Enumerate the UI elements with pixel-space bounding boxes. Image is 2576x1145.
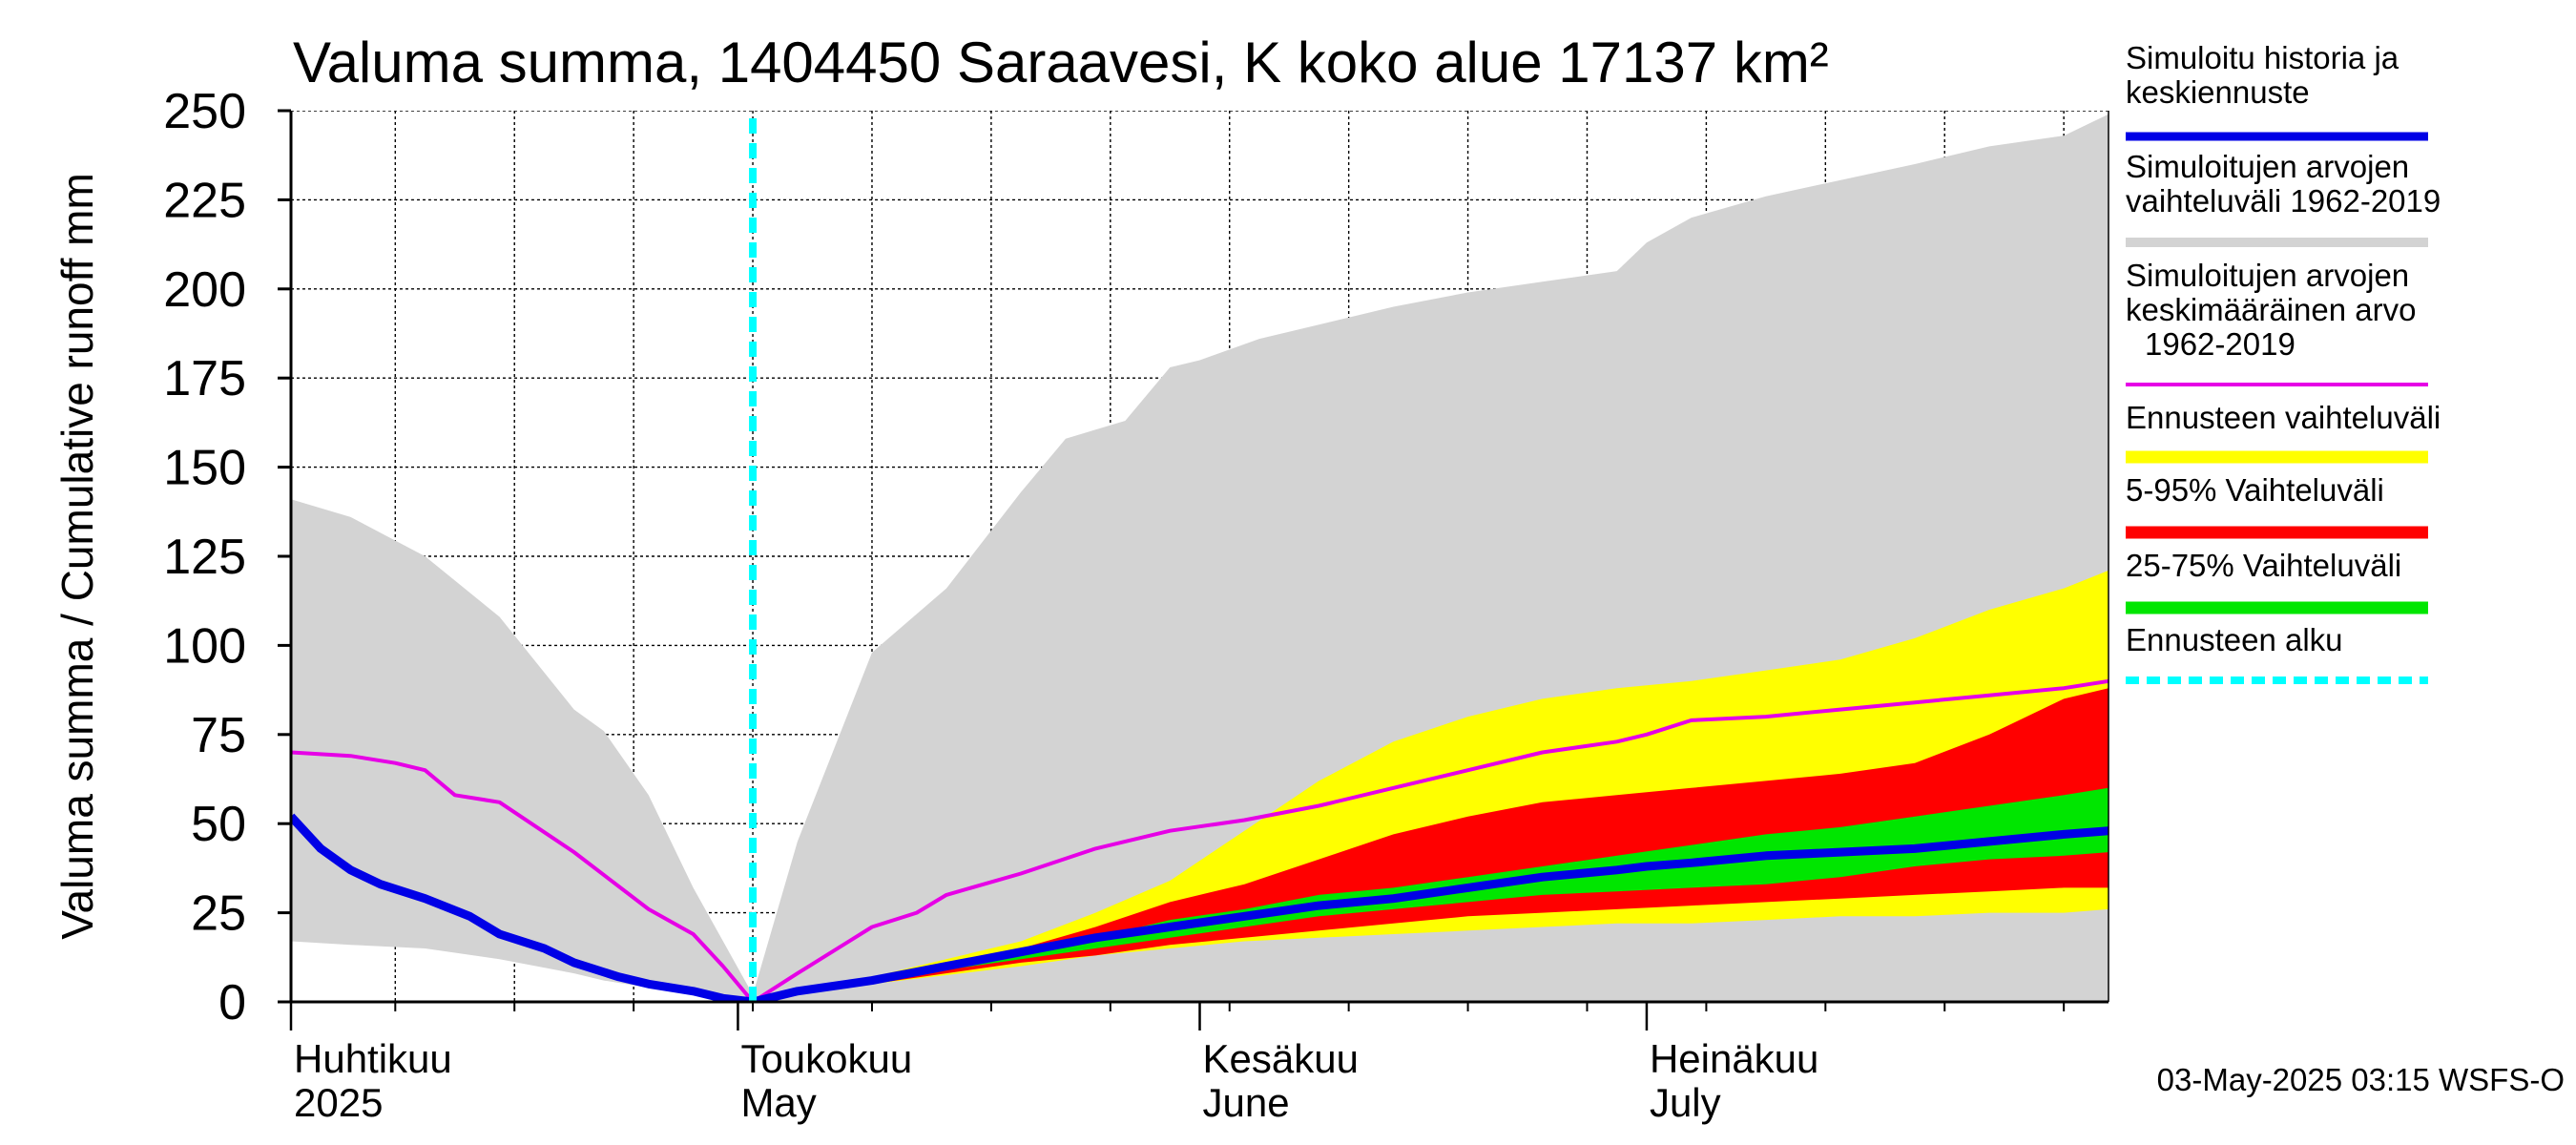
y-tick-label: 225	[163, 173, 246, 228]
footer-timestamp: 03-May-2025 03:15 WSFS-O	[2157, 1062, 2565, 1097]
axes: 0 25 50 75 100 125 150 175 200 225 250 Huhtikuu2025…	[163, 84, 2109, 1125]
legend-item: Simuloitujen arvojen vaihteluväli 1962-20…	[2126, 149, 2441, 247]
x-month-label: July	[1650, 1080, 1721, 1125]
y-tick-label: 75	[191, 708, 246, 763]
legend-item: Simuloitujen arvojen keskimääräinen arvo 1…	[2126, 258, 2428, 386]
y-tick-label: 25	[191, 886, 246, 942]
legend-label: 25-75% Vaihteluväli	[2126, 548, 2401, 583]
y-tick-label: 150	[163, 441, 246, 496]
legend-item: Simuloitu historia ja keskiennuste	[2126, 40, 2428, 141]
y-tick-label: 125	[163, 530, 246, 585]
legend-label: Ennusteen vaihteluväli	[2126, 400, 2441, 435]
y-tick-label: 250	[163, 84, 246, 139]
y-tick-label: 175	[163, 351, 246, 406]
legend-item: Ennusteen alku	[2126, 622, 2428, 684]
line-simuloitujen-arvojen-keskim-r-inen-arvo-1962-2019	[291, 678, 2109, 1002]
plot-area	[291, 111, 2109, 1002]
y-tick-label: 0	[218, 975, 246, 1030]
x-month-label: May	[740, 1080, 816, 1125]
x-month-label: Huhtikuu	[294, 1036, 452, 1081]
x-month-label: Kesäkuu	[1203, 1036, 1359, 1081]
y-axis-label: Valuma summa / Cumulative runoff mm	[52, 173, 102, 940]
legend-item: Ennusteen vaihteluväli	[2126, 400, 2441, 464]
y-tick-label: 100	[163, 618, 246, 674]
line-simuloitu-historia-ja-keskiennuste	[291, 813, 2109, 1002]
legend-label: Simuloitujen arvojen vaihteluväli 1962-20…	[2126, 149, 2441, 219]
legend-item: 25-75% Vaihteluväli	[2126, 548, 2428, 614]
y-tick-label: 50	[191, 797, 246, 852]
band-5-95-vaihteluv-li	[753, 688, 2109, 1002]
x-month-label: Toukokuu	[740, 1036, 912, 1081]
x-month-label: 2025	[294, 1080, 383, 1125]
legend-label: Ennusteen alku	[2126, 622, 2343, 657]
x-month-label: June	[1203, 1080, 1290, 1125]
chart-title: Valuma summa, 1404450 Saraavesi, K koko …	[293, 31, 1829, 94]
legend-label: Simuloitujen arvojen keskimääräinen arvo 1…	[2126, 258, 2416, 362]
legend: Simuloitu historia ja keskiennuste Simuloi…	[2126, 40, 2441, 684]
legend-label: Simuloitu historia ja keskiennuste	[2126, 40, 2399, 110]
legend-label: 5-95% Vaihteluväli	[2126, 472, 2384, 508]
x-month-label: Heinäkuu	[1650, 1036, 1818, 1081]
y-tick-label: 200	[163, 262, 246, 318]
legend-item: 5-95% Vaihteluväli	[2126, 472, 2428, 539]
